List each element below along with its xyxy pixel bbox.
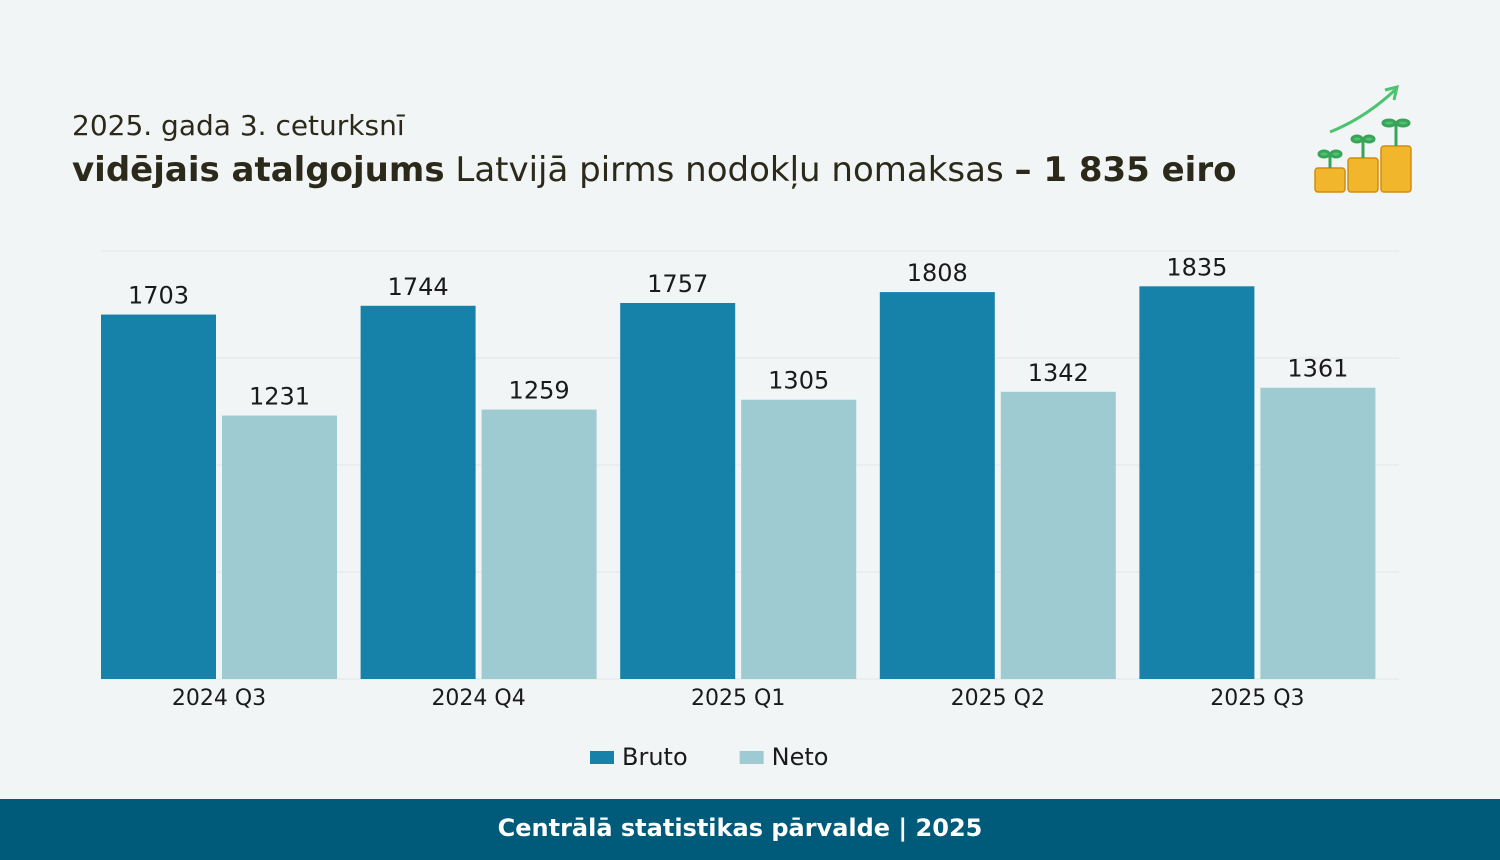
bar (741, 399, 857, 679)
value-label: 1757 (647, 270, 708, 298)
bar (1260, 387, 1376, 679)
title-part: – 1 835 eiro (1014, 150, 1236, 190)
x-tick-label: 2025 Q2 (951, 686, 1045, 711)
x-tick-label: 2024 Q3 (172, 686, 266, 711)
legend-label: Bruto (622, 743, 688, 771)
legend-swatch (739, 751, 764, 764)
value-label: 1808 (907, 259, 968, 287)
value-label: 1305 (768, 367, 829, 395)
value-label: 1703 (128, 282, 189, 310)
chart-subtitle: 2025. gada 3. ceturksnī (72, 109, 405, 142)
bar (1139, 286, 1255, 679)
x-tick-label: 2024 Q4 (431, 686, 525, 711)
legend-swatch (590, 751, 614, 764)
value-label: 1231 (249, 383, 310, 411)
bar (481, 409, 597, 679)
value-label: 1259 (509, 377, 570, 405)
bar (620, 303, 736, 679)
x-tick-label: 2025 Q3 (1210, 686, 1304, 711)
bar (879, 292, 995, 679)
bar (1000, 391, 1116, 679)
value-label: 1361 (1287, 355, 1348, 383)
footer-band (0, 799, 1500, 860)
footer-text: Centrālā statistikas pārvalde | 2025 (498, 814, 983, 842)
title-part: vidējais atalgojums (72, 150, 445, 190)
value-label: 1744 (388, 273, 449, 301)
coins-icon (1314, 84, 1412, 193)
x-tick-label: 2025 Q1 (691, 686, 785, 711)
bar (360, 305, 476, 679)
title-part: Latvijā pirms nodokļu nomaksas (445, 150, 1015, 190)
legend-label: Neto (772, 743, 829, 771)
bar (222, 415, 337, 679)
value-label: 1342 (1028, 359, 1089, 387)
chart-title: vidējais atalgojums Latvijā pirms nodokļ… (72, 150, 1236, 190)
value-label: 1835 (1166, 253, 1227, 281)
bar (101, 314, 216, 679)
